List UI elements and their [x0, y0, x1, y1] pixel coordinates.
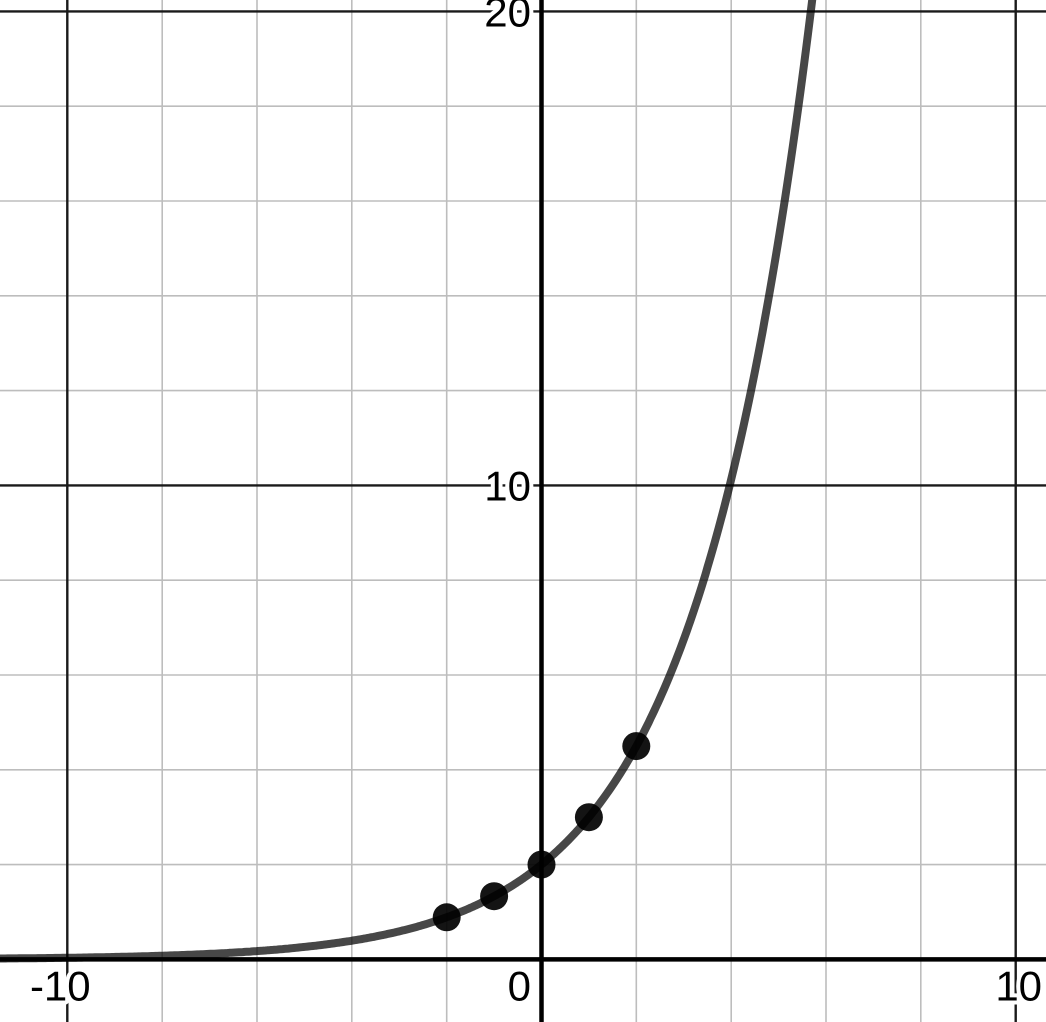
exponential-curve-group: [0, 0, 817, 963]
data-point[interactable]: [480, 882, 509, 911]
x-axis-tick-label: 0: [508, 962, 531, 1009]
data-point[interactable]: [574, 803, 603, 832]
y-axis-tick-label: 10: [484, 462, 531, 509]
data-point[interactable]: [432, 903, 461, 932]
x-axis-tick-label: -10: [30, 962, 91, 1009]
y-axis-tick-label: 20: [484, 0, 531, 35]
exponential-curve[interactable]: [0, 0, 817, 963]
data-point[interactable]: [527, 850, 556, 879]
axis-tick-labels: -10 0 10 10 20: [26, 0, 1046, 1013]
x-axis-tick-label: 10: [995, 962, 1042, 1009]
data-point[interactable]: [622, 732, 651, 761]
data-points-group: [432, 732, 651, 932]
